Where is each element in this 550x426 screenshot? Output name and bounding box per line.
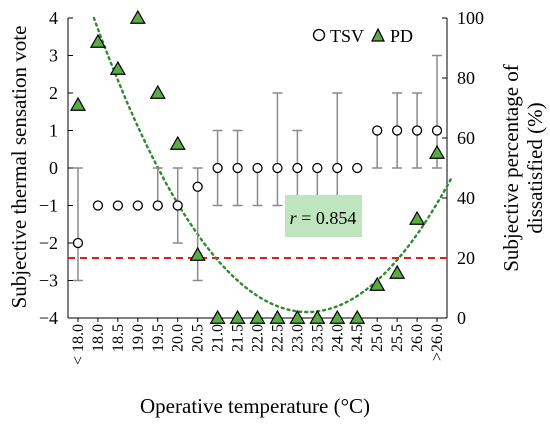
- right-tick-label: 100: [457, 8, 484, 28]
- pd-point: [269, 309, 286, 324]
- r-annotation: r = 0.854: [285, 195, 362, 237]
- x-tick-label: < 18.0: [70, 324, 87, 365]
- x-tick-label: 26.0: [409, 324, 426, 352]
- left-tick-label: −1: [39, 196, 58, 216]
- tsv-point: [312, 162, 323, 174]
- x-tick-label: 20.0: [170, 324, 187, 352]
- legend-pd-label: PD: [390, 26, 413, 46]
- x-tick-label: 18.5: [110, 324, 127, 352]
- tsv-point: [152, 200, 163, 211]
- tsv-markers: [72, 125, 443, 249]
- tsv-point: [372, 125, 383, 136]
- tsv-point: [431, 125, 443, 136]
- right-y-axis-label-line2: dissatisfied (%): [523, 102, 547, 233]
- right-tick-label: 40: [457, 188, 475, 208]
- pd-point: [229, 309, 246, 324]
- pd-point: [289, 309, 306, 324]
- x-tick-label: 23.0: [289, 324, 306, 352]
- right-y-axis-label-line1: Subjective percentage of: [499, 64, 523, 272]
- pd-point: [169, 135, 186, 150]
- annotation-text: r = 0.854: [290, 208, 357, 228]
- pd-point: [209, 309, 226, 324]
- pd-point: [149, 84, 166, 99]
- x-tick-label: 25.5: [389, 324, 406, 352]
- tsv-point: [391, 125, 403, 136]
- pd-point: [409, 210, 426, 225]
- pd-point: [89, 33, 106, 48]
- pd-point: [249, 309, 266, 324]
- annotation-value: = 0.854: [297, 208, 357, 228]
- x-tick-label: 19.0: [130, 324, 147, 352]
- pd-point: [369, 276, 386, 291]
- legend-tsv-marker: [312, 28, 326, 42]
- fit-curve-group: [92, 16, 453, 314]
- fit-curve: [92, 16, 453, 314]
- x-tick-label: 18.0: [90, 324, 107, 352]
- tsv-point: [92, 200, 104, 211]
- pd-point: [389, 264, 406, 279]
- x-tick-label: 21.0: [210, 324, 227, 352]
- x-ticks: < 18.0 18.0 18.5 19.0 19.5 20.0 20.5 21.0 21.5 22…: [70, 318, 446, 365]
- tsv-point: [132, 200, 143, 211]
- tsv-point: [332, 162, 343, 174]
- left-tick-label: −4: [39, 308, 58, 328]
- left-tick-label: 3: [49, 46, 58, 66]
- tsv-point: [232, 162, 243, 174]
- x-tick-label: 25.0: [369, 324, 386, 352]
- x-tick-label: 22.0: [250, 324, 267, 352]
- annotation-box: [285, 195, 362, 237]
- pd-point: [329, 309, 346, 324]
- legend-pd-marker: [371, 27, 385, 42]
- left-tick-label: 0: [49, 158, 58, 178]
- tsv-point: [212, 162, 223, 174]
- left-tick-label: 4: [49, 8, 58, 28]
- pd-point: [109, 60, 126, 75]
- x-tick-label: 20.5: [190, 324, 207, 352]
- right-tick-label: 0: [457, 308, 466, 328]
- pd-point: [189, 246, 206, 261]
- annotation-r: r: [290, 208, 298, 228]
- tsv-point: [352, 162, 363, 174]
- tsv-point: [411, 125, 423, 136]
- right-y-ticks: 0 20 40 60 80 100: [442, 8, 484, 328]
- left-tick-label: −2: [39, 233, 58, 253]
- tsv-point: [192, 181, 203, 192]
- pd-point: [69, 96, 87, 111]
- x-tick-label: 24.5: [349, 324, 366, 352]
- tsv-point: [112, 200, 124, 211]
- x-axis-label: Operative temperature (°C): [140, 394, 370, 418]
- legend-tsv-label: TSV: [330, 26, 364, 46]
- legend: TSV PD: [312, 26, 413, 46]
- left-y-axis-label: Subjective thermal sensation vote: [7, 26, 31, 309]
- x-tick-label: 23.5: [309, 324, 326, 352]
- tsv-point: [272, 162, 283, 174]
- tsv-point: [292, 162, 303, 174]
- right-tick-label: 80: [457, 68, 475, 88]
- left-tick-label: 2: [49, 83, 58, 103]
- pd-point: [129, 9, 146, 24]
- x-tick-label: 21.5: [230, 324, 247, 352]
- pd-markers: [69, 9, 446, 324]
- left-tick-label: −3: [39, 271, 58, 291]
- tsv-point: [252, 162, 263, 174]
- x-tick-label: 19.5: [150, 324, 167, 352]
- pd-point: [349, 309, 366, 324]
- tsv-point: [72, 237, 84, 249]
- right-tick-label: 60: [457, 128, 475, 148]
- x-tick-label: 22.5: [269, 324, 286, 352]
- right-tick-label: 20: [457, 248, 475, 268]
- left-tick-label: 1: [49, 121, 58, 141]
- x-tick-label: >26.0: [429, 324, 446, 361]
- tsv-point: [172, 200, 183, 211]
- x-tick-label: 24.0: [329, 324, 346, 352]
- pd-point: [309, 309, 326, 324]
- left-y-ticks: −4 −3 −2 −1 0 1 2 3 4: [39, 8, 73, 328]
- pd-point: [428, 144, 446, 159]
